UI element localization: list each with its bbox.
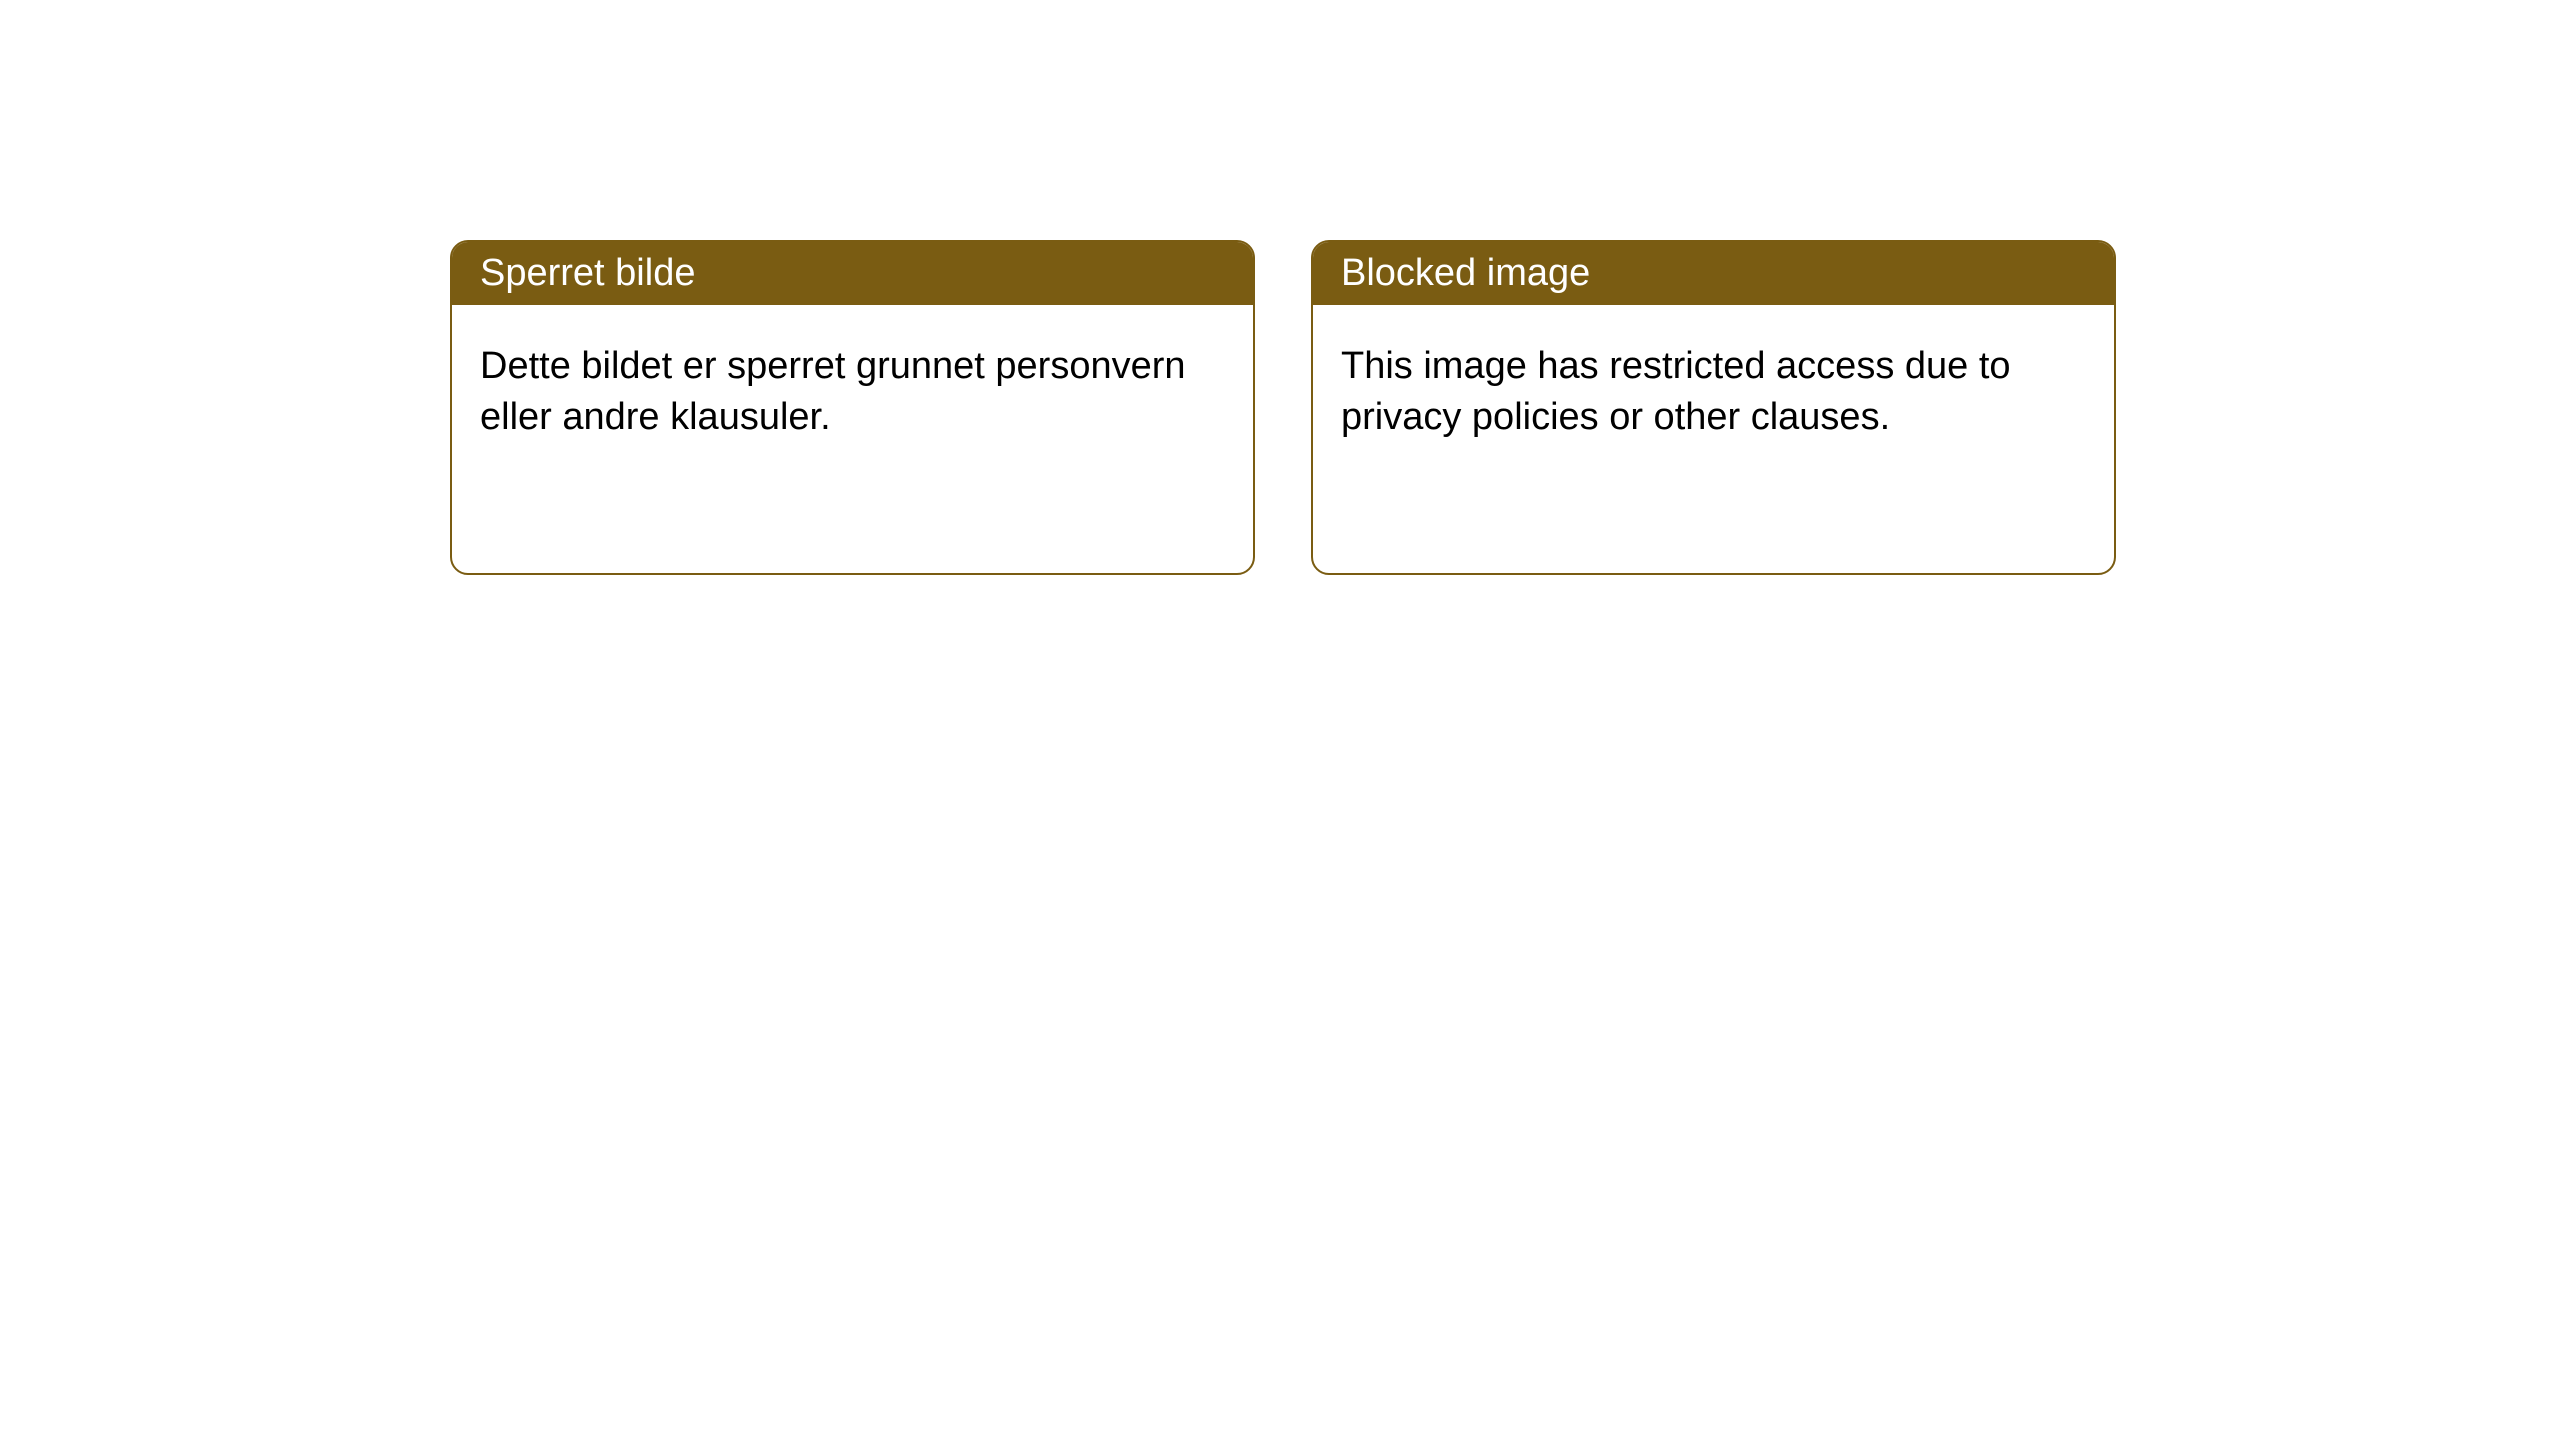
- notice-card-english: Blocked image This image has restricted …: [1311, 240, 2116, 575]
- notice-card-norwegian: Sperret bilde Dette bildet er sperret gr…: [450, 240, 1255, 575]
- notice-body: This image has restricted access due to …: [1313, 305, 2114, 480]
- notice-container: Sperret bilde Dette bildet er sperret gr…: [450, 240, 2116, 575]
- notice-body: Dette bildet er sperret grunnet personve…: [452, 305, 1253, 480]
- notice-header: Blocked image: [1313, 242, 2114, 305]
- notice-header-text: Sperret bilde: [480, 252, 695, 294]
- notice-header: Sperret bilde: [452, 242, 1253, 305]
- notice-header-text: Blocked image: [1341, 252, 1590, 294]
- notice-body-text: This image has restricted access due to …: [1341, 345, 2011, 438]
- notice-body-text: Dette bildet er sperret grunnet personve…: [480, 345, 1186, 438]
